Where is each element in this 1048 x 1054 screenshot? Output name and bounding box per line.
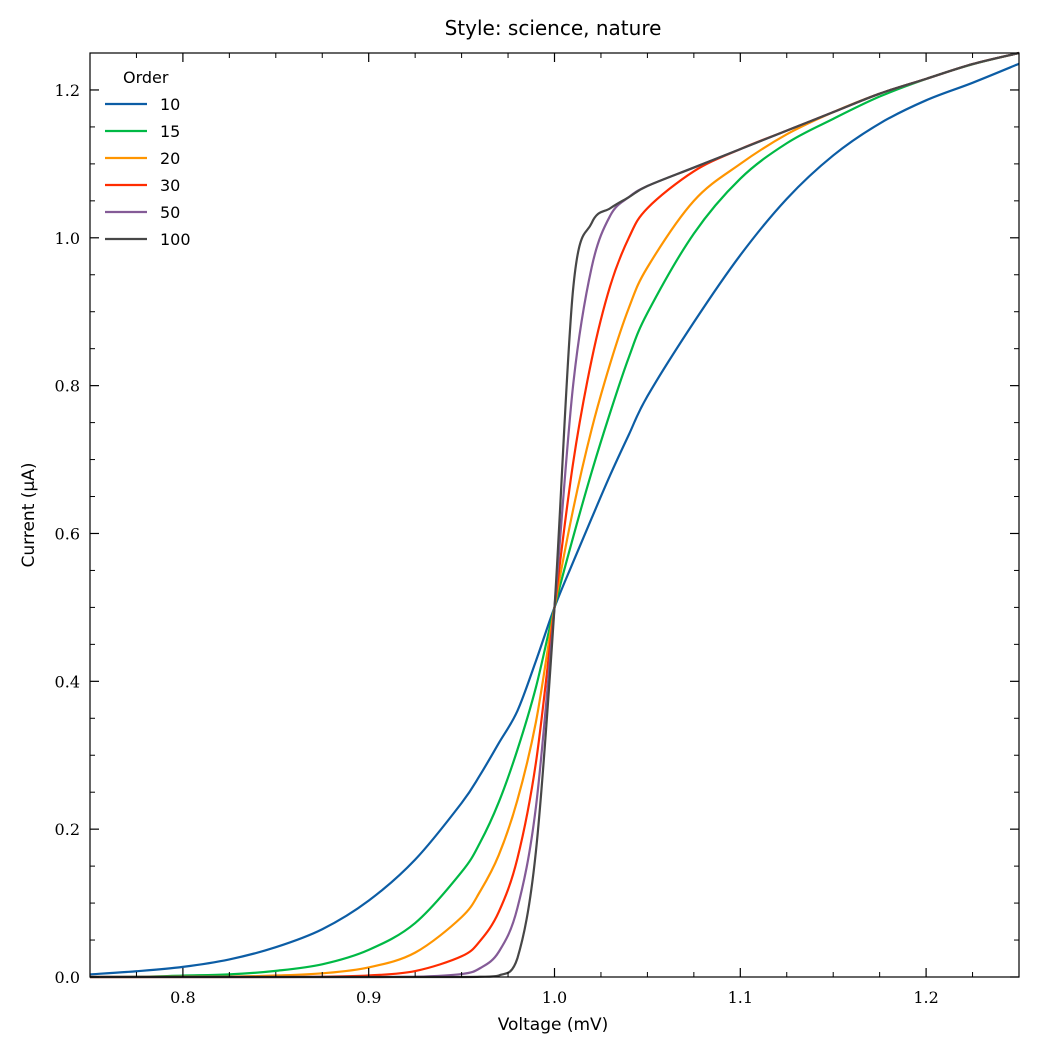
x-tick-label: 0.9 [356,988,381,1007]
ticks-layer: 0.8 0.9 1.0 1.1 1.2 0.0 0.2 0.4 0.6 0.8 1.0 1.2 [55,53,1020,1007]
legend-label-10: 10 [160,95,180,114]
x-axis-label: Voltage (mV) [498,1015,609,1035]
y-tick-label: 0.6 [55,524,80,543]
legend-label-30: 30 [160,176,180,195]
x-tick-label: 1.2 [913,988,938,1007]
y-tick-label: 1.2 [55,81,80,100]
series-layer [89,51,1020,979]
legend-title: Order [123,68,169,87]
y-tick-label: 0.2 [55,820,80,839]
y-axis-label: Current (μA) [19,463,39,568]
x-tick-label: 1.0 [542,988,567,1007]
y-tick-label: 1.0 [55,229,80,248]
legend: Order 10 15 20 30 50 100 [105,68,191,249]
series-line-15 [89,51,1020,979]
x-tick-label: 1.1 [728,988,753,1007]
legend-label-100: 100 [160,230,191,249]
series-line-10 [89,62,1020,976]
y-tick-label: 0.4 [55,672,80,691]
chart-title: Style: science, nature [445,16,662,40]
legend-label-50: 50 [160,203,180,222]
plot-frame [89,52,1020,978]
legend-label-15: 15 [160,122,180,141]
x-tick-label: 0.8 [170,988,195,1007]
series-line-30 [90,51,1020,979]
y-tick-label: 0.0 [55,968,80,987]
series-line-20 [90,51,1020,979]
series-line-100 [90,51,1020,979]
series-line-50 [90,51,1020,979]
y-tick-label: 0.8 [55,377,80,396]
legend-items: 10 15 20 30 50 100 [105,95,191,249]
legend-label-20: 20 [160,149,180,168]
